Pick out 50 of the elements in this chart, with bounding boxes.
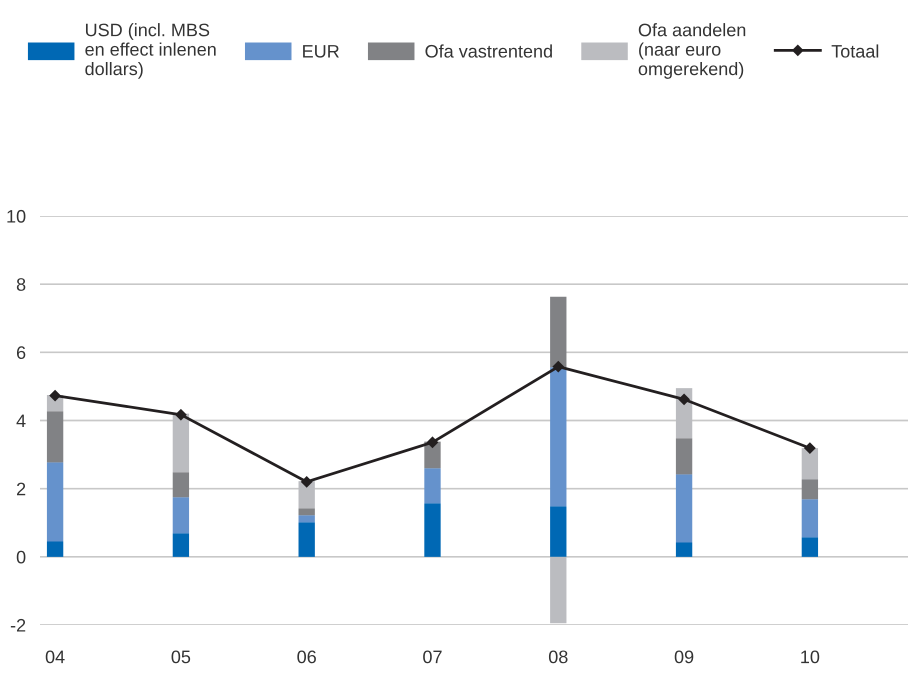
bar xyxy=(802,448,818,480)
bar xyxy=(802,479,818,500)
bar xyxy=(172,472,190,498)
x-tick-label: 09 xyxy=(674,650,694,664)
y-tick-label: 10 xyxy=(7,210,26,223)
bar xyxy=(172,533,190,557)
bar xyxy=(802,499,818,538)
bar xyxy=(298,481,315,508)
bar xyxy=(802,537,818,557)
point xyxy=(678,394,690,405)
bar xyxy=(424,468,441,504)
y-tick-label: 2 xyxy=(16,482,26,496)
bar xyxy=(298,522,315,557)
bar xyxy=(172,497,190,534)
legend-label: Totaal xyxy=(832,44,878,58)
legend-label: Ofa aandelen (naar euro omgerekend) xyxy=(638,23,746,79)
x-tick-label: 04 xyxy=(46,650,65,664)
bar xyxy=(550,556,566,624)
point xyxy=(301,476,312,488)
bar xyxy=(298,508,315,516)
bar xyxy=(676,542,692,557)
point xyxy=(49,390,61,402)
y-tick-label: 0 xyxy=(16,550,26,564)
x-tick-label: 08 xyxy=(548,650,568,664)
bar xyxy=(46,541,64,557)
point xyxy=(552,361,564,372)
bar xyxy=(298,515,315,522)
x-tick-label: 07 xyxy=(423,650,442,664)
bar xyxy=(424,503,441,557)
bar xyxy=(550,367,566,506)
x-tick-label: 10 xyxy=(801,650,820,664)
bar xyxy=(676,438,692,474)
bar xyxy=(550,506,566,557)
bar xyxy=(550,296,566,368)
bar xyxy=(172,414,190,472)
x-tick-label: 05 xyxy=(172,650,190,664)
point xyxy=(175,409,186,420)
bar xyxy=(46,411,64,462)
y-tick-label: 6 xyxy=(16,346,26,360)
y-tick-label: -2 xyxy=(10,618,26,632)
y-tick-label: 8 xyxy=(16,278,26,291)
point xyxy=(426,436,438,448)
legend-label: USD (incl. MBS en effect inlenen dollars) xyxy=(85,23,216,79)
y-tick-label: 4 xyxy=(16,414,26,428)
point xyxy=(804,442,816,454)
bar xyxy=(46,462,64,542)
x-tick-label: 06 xyxy=(297,650,316,664)
legend-label: EUR xyxy=(303,45,339,58)
bar xyxy=(676,474,692,543)
legend-label: Ofa vastrentend xyxy=(425,44,552,58)
